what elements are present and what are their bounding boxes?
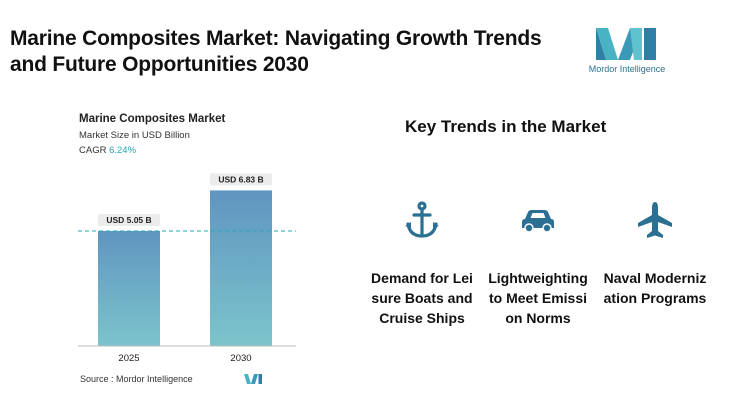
chart-subtitle: Market Size in USD Billion (79, 130, 190, 141)
data-label: USD 6.83 B (218, 174, 263, 184)
car-icon (522, 210, 554, 233)
source-name: Mordor Intelligence (116, 374, 193, 384)
trend-item-naval-modernization: Naval Modernization Programs (603, 200, 707, 308)
logo-mark-icon (596, 28, 656, 60)
source-label: Source : (80, 374, 114, 384)
logo-text: Mordor Intelligence (588, 64, 666, 74)
trend-item-leisure-boats: Demand for Leisure Boats and Cruise Ship… (368, 200, 476, 328)
data-label: USD 5.05 B (106, 215, 151, 225)
trend-item-lightweighting: Lightweighting to Meet Emission Norms (488, 200, 588, 328)
x-tick-label: 2025 (118, 353, 139, 364)
trend-label: Lightweighting to Meet Emission Norms (488, 270, 588, 326)
bar-2030 (210, 190, 272, 346)
source-logo-icon (244, 374, 262, 384)
page-title: Marine Composites Market: Navigating Gro… (10, 27, 542, 76)
key-trends-title: Key Trends in the Market (405, 117, 607, 136)
chart-title: Marine Composites Market (79, 113, 226, 125)
bar-2025 (98, 230, 160, 346)
mordor-intelligence-logo: Mordor Intelligence (588, 26, 666, 76)
cagr-value: 6.24% (109, 145, 137, 156)
trend-label: Naval Modernization Programs (603, 270, 707, 306)
trend-label: Demand for Leisure Boats and Cruise Ship… (371, 270, 473, 326)
data-label-bg (98, 213, 160, 226)
anchor-icon (405, 201, 439, 238)
cagr-label: CAGR (79, 145, 107, 156)
bar-chart: USD 5.05 B 2025 USD 6.83 B 2030 (78, 173, 296, 364)
source-text: Source : Mordor Intelligence (80, 374, 193, 384)
x-tick-label: 2030 (230, 353, 251, 364)
data-label-bg (210, 173, 272, 186)
cagr-text: CAGR 6.24% (79, 145, 136, 156)
airplane-icon (638, 202, 672, 238)
